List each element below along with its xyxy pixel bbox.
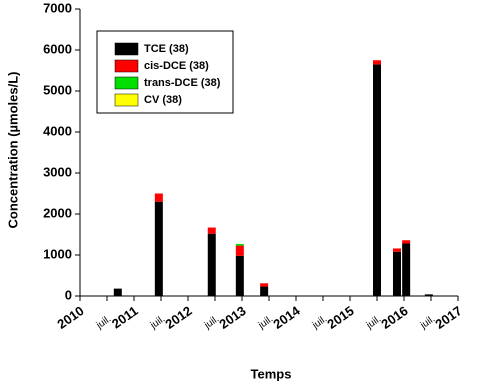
bar-segment: [207, 233, 216, 296]
legend-label: trans-DCE (38): [144, 77, 221, 89]
bar-segment: [402, 243, 411, 296]
y-axis-label: Concentration (µmoles/L): [5, 72, 20, 229]
bar-segment: [392, 251, 401, 296]
legend-swatch: [114, 93, 139, 107]
y-tick-label: 3000: [43, 164, 72, 179]
x-tick-label: 2017: [432, 303, 464, 332]
y-tick-label: 4000: [43, 123, 72, 138]
x-tick-label: 2016: [378, 303, 410, 332]
y-tick-label: 7000: [43, 0, 72, 15]
y-tick-label: 2000: [43, 205, 72, 220]
bar-segment: [373, 60, 381, 65]
bar-segment: [424, 294, 433, 296]
legend-swatch: [114, 76, 139, 90]
x-tick-label: 2011: [109, 303, 141, 331]
x-tick-label: 2014: [270, 303, 303, 332]
bar-segment: [402, 240, 411, 244]
bar-segment: [392, 248, 401, 252]
bar-segment: [235, 243, 244, 246]
bar-segment: [373, 64, 381, 296]
legend-swatch: [114, 42, 139, 56]
bar-segment: [154, 193, 163, 202]
legend-label: cis-DCE (38): [144, 60, 209, 72]
bar-segment: [207, 227, 216, 234]
bar-segment: [235, 245, 244, 256]
bar-segment: [235, 255, 244, 296]
y-tick-label: 5000: [43, 82, 72, 97]
bar-segment: [260, 286, 269, 296]
y-tick-label: 0: [65, 287, 72, 302]
legend-label: CV (38): [144, 94, 182, 106]
x-tick-label: 2012: [162, 303, 194, 332]
y-tick-label: 6000: [43, 41, 72, 56]
x-tick-label: 2010: [54, 303, 86, 332]
x-axis-label: Temps: [251, 366, 292, 381]
legend-swatch: [114, 59, 139, 73]
bar-segment: [113, 288, 122, 296]
y-tick-label: 1000: [43, 246, 72, 261]
bar-segment: [260, 283, 269, 287]
x-tick-label: 2013: [216, 303, 248, 332]
legend-label: TCE (38): [144, 43, 189, 55]
bar-segment: [154, 201, 163, 296]
x-tick-label: 2015: [324, 303, 356, 332]
